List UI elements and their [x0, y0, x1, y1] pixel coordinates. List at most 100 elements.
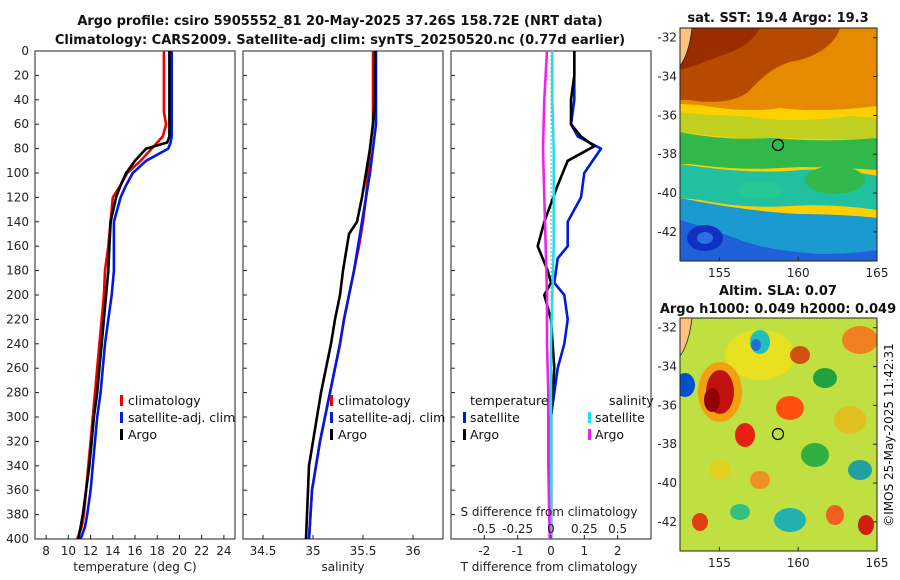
depth-tick-label: 200 — [6, 288, 29, 302]
difference-x-tick-label: 1 — [581, 544, 589, 558]
sla-map-title-line-2: Argo h1000: 0.049 h2000: 0.049 — [660, 302, 896, 317]
temperature-x-tick-label: 22 — [194, 544, 209, 558]
legend-label-s-argo: Argo — [595, 427, 624, 442]
difference-legend: temperature satellite Argo salinity sate… — [463, 393, 654, 442]
sst-map-field — [680, 28, 877, 261]
depth-tick-label: 220 — [6, 312, 29, 326]
series-line-satellite-adj-clim — [79, 51, 173, 540]
legend-swatch-satellite-adj — [120, 412, 123, 423]
temperature-legend: climatology satellite-adj. clim Argo — [120, 393, 235, 442]
sst-map-lon-tick-label: 165 — [866, 266, 889, 280]
sst-argo-position-marker — [771, 138, 785, 152]
salinity-difference-tick-label: -0.25 — [502, 522, 533, 536]
depth-tick-label: 160 — [6, 239, 29, 253]
temperature-panel-frame — [34, 50, 236, 540]
legend-swatch-argo — [120, 429, 123, 440]
difference-x-tick-label: 2 — [614, 544, 622, 558]
depth-tick-label: 360 — [6, 483, 29, 497]
sst-map-title: sat. SST: 19.4 Argo: 19.3 — [687, 11, 868, 26]
legend-swatch-climatology — [120, 395, 123, 406]
figure-title-line-2: Climatology: CARS2009. Satellite-adj cli… — [54, 33, 626, 48]
legend-label-s-satellite: satellite — [595, 410, 645, 425]
difference-x-tick-label: -2 — [478, 544, 490, 558]
series-line-argo — [304, 51, 377, 540]
sst-map-frame — [679, 27, 878, 262]
series-line-temperature-argo — [536, 51, 596, 539]
depth-tick-label: 80 — [14, 142, 29, 156]
legend-label-argo: Argo — [338, 427, 367, 442]
salinity-legend: climatology satellite-adj. clim Argo — [330, 393, 445, 442]
legend-label-satellite-adj: satellite-adj. clim — [338, 410, 445, 425]
sst-map-lat-tick-label: -40 — [657, 186, 677, 200]
difference-xlabel: T difference from climatology — [460, 560, 638, 574]
sla-map-lon-tick-label: 155 — [708, 556, 731, 570]
temperature-x-tick-label: 12 — [83, 544, 98, 558]
depth-tick-label: 100 — [6, 166, 29, 180]
legend-swatch-s-satellite — [588, 412, 591, 423]
salinity-panel-frame — [242, 50, 444, 540]
series-line-salinity-argo — [541, 50, 551, 540]
depth-tick-label: 60 — [14, 117, 29, 131]
legend-swatch-satellite-adj — [330, 412, 333, 423]
depth-tick-label: 140 — [6, 215, 29, 229]
sst-map-lat-tick-label: -36 — [657, 108, 677, 122]
legend-swatch-t-argo — [463, 429, 466, 440]
temperature-x-tick-label: 14 — [105, 544, 120, 558]
sst-map-lat-tick-label: -32 — [657, 31, 677, 45]
legend-label-satellite-adj: satellite-adj. clim — [128, 410, 235, 425]
depth-tick-label: 320 — [6, 434, 29, 448]
salinity-x-tick-label: 35 — [305, 544, 320, 558]
temperature-x-tick-label: 20 — [172, 544, 187, 558]
salinity-difference-tick-label: 0 — [547, 522, 555, 536]
legend-title-temperature: temperature — [470, 393, 549, 408]
difference-x-tick-label: 0 — [547, 544, 555, 558]
temperature-x-tick-label: 24 — [216, 544, 231, 558]
salinity-xlabel: salinity — [321, 560, 364, 574]
sla-map-lat-tick-label: -38 — [657, 437, 677, 451]
salinity-x-tick-label: 35.5 — [350, 544, 377, 558]
salinity-difference-tick-label: 0.5 — [608, 522, 627, 536]
series-line-argo — [77, 51, 171, 540]
imos-credit: ©IMOS 25-May-2025 11:42:31 — [882, 343, 896, 527]
salinity-x-tick-label: 36 — [405, 544, 420, 558]
depth-tick-label: 400 — [6, 532, 29, 546]
depth-tick-label: 20 — [14, 68, 29, 82]
legend-label-t-argo: Argo — [470, 427, 499, 442]
temperature-x-tick-label: 8 — [42, 544, 50, 558]
sst-map-lat-tick-label: -34 — [657, 70, 677, 84]
legend-title-salinity: salinity — [609, 393, 654, 408]
sla-argo-position-marker — [771, 427, 785, 441]
difference-top-xlabel: S difference from climatology — [461, 505, 638, 519]
sla-map-lat-tick-label: -32 — [657, 321, 677, 335]
sla-map-lon-tick-label: 160 — [787, 556, 810, 570]
temperature-x-tick-label: 10 — [61, 544, 76, 558]
depth-tick-label: 180 — [6, 264, 29, 278]
sst-map-lat-tick-label: -42 — [657, 225, 677, 239]
temperature-x-tick-label: 16 — [127, 544, 142, 558]
salinity-difference-tick-label: -0.5 — [473, 522, 496, 536]
sla-map-lon-tick-label: 165 — [866, 556, 889, 570]
temperature-x-tick-label: 18 — [150, 544, 165, 558]
depth-tick-label: 0 — [21, 44, 29, 58]
depth-tick-label: 260 — [6, 361, 29, 375]
depth-tick-label: 280 — [6, 386, 29, 400]
legend-label-argo: Argo — [128, 427, 157, 442]
figure-title-line-1: Argo profile: csiro 5905552_81 20-May-20… — [77, 14, 603, 29]
sst-map-lon-tick-label: 160 — [787, 266, 810, 280]
sla-map-frame — [679, 317, 878, 552]
temperature-xlabel: temperature (deg C) — [73, 560, 196, 574]
sla-map-lat-tick-label: -42 — [657, 515, 677, 529]
salinity-difference-tick-label: 0.25 — [571, 522, 598, 536]
depth-tick-label: 40 — [14, 93, 29, 107]
depth-tick-label: 300 — [6, 410, 29, 424]
legend-swatch-climatology — [330, 395, 333, 406]
difference-x-tick-label: -1 — [512, 544, 524, 558]
sla-map-lat-tick-label: -36 — [657, 398, 677, 412]
legend-swatch-s-argo — [588, 429, 591, 440]
sla-map-lat-tick-label: -40 — [657, 476, 677, 490]
legend-label-climatology: climatology — [128, 393, 201, 408]
series-line-temperature-satellite — [549, 51, 603, 539]
sla-map-field — [680, 318, 877, 551]
legend-swatch-t-satellite — [463, 412, 466, 423]
